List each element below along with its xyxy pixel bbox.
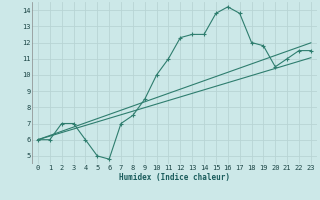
X-axis label: Humidex (Indice chaleur): Humidex (Indice chaleur) (119, 173, 230, 182)
